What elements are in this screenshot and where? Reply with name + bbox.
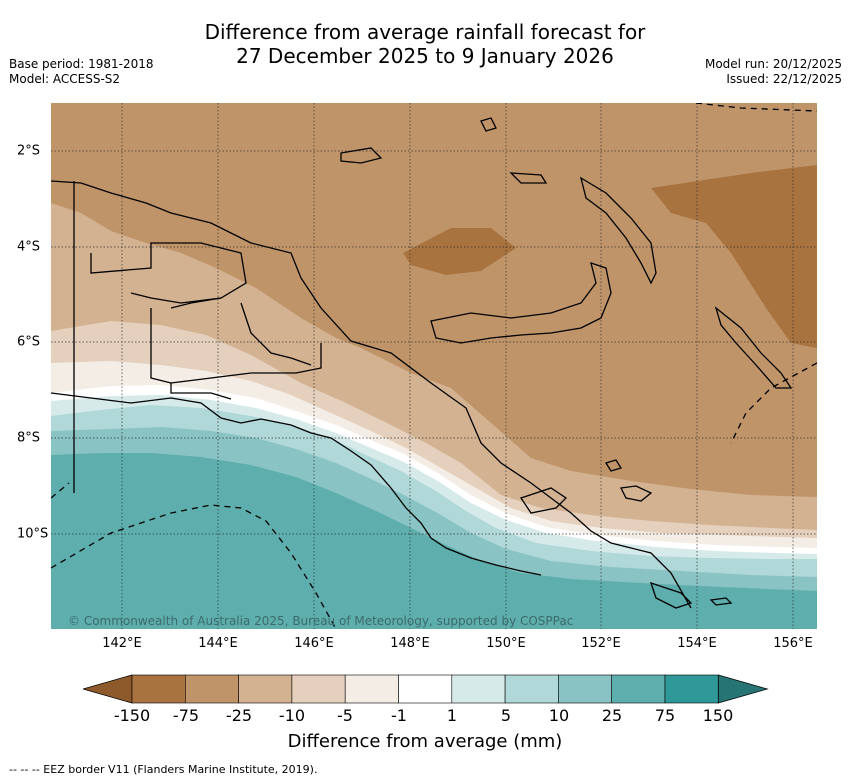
cb-label-8: 5 <box>500 706 512 725</box>
x-tick-148e: 148°E <box>390 636 430 651</box>
cb-label-5: -5 <box>337 706 353 725</box>
colorbar-cell <box>185 674 239 704</box>
issued-date: Issued: 22/12/2025 <box>726 72 842 86</box>
credit-text: © Commonwealth of Australia 2025, Bureau… <box>68 614 574 628</box>
meta-left: Base period: 1981-2018 Model: ACCESS-S2 <box>9 57 154 87</box>
y-tick-8s: 8°S <box>17 430 41 446</box>
x-tick-154e: 154°E <box>677 636 717 651</box>
colorbar-cell <box>504 674 559 704</box>
colorbar-title: Difference from average (mm) <box>287 731 563 752</box>
colorbar-cell <box>451 674 506 704</box>
x-tick-142e: 142°E <box>102 636 142 651</box>
colorbar <box>83 674 769 704</box>
title-line-1: Difference from average rainfall forecas… <box>204 20 646 44</box>
y-tick-10s: 10°S <box>17 526 49 542</box>
gridlines <box>51 103 817 629</box>
band-minus-75-central <box>403 228 516 275</box>
coastlines <box>51 117 793 609</box>
cb-label-6: -1 <box>391 706 407 725</box>
colorbar-cell <box>344 674 399 704</box>
cb-label-1: -150 <box>113 706 151 725</box>
colorbar-cell <box>558 674 612 704</box>
colorbar-extend-high <box>717 674 769 704</box>
base-period: Base period: 1981-2018 <box>9 57 154 71</box>
colorbar-cell <box>238 674 293 704</box>
colorbar-extend-low <box>83 674 133 704</box>
cb-label-10: 25 <box>601 706 623 725</box>
colorbar-cell <box>398 674 453 704</box>
colorbar-cell <box>611 674 666 704</box>
band-minus-75-east <box>651 165 817 348</box>
rainfall-map <box>51 103 817 629</box>
cb-label-2: -75 <box>172 706 200 725</box>
map-title: Difference from average rainfall forecas… <box>0 20 850 68</box>
eez-legend: -- -- -- EEZ border V11 (Flanders Marine… <box>9 763 318 776</box>
cb-label-12: 150 <box>702 706 734 725</box>
cb-label-7: 1 <box>446 706 458 725</box>
x-tick-144e: 144°E <box>198 636 238 651</box>
band-plus-75 <box>51 453 817 629</box>
y-tick-6s: 6°S <box>17 334 41 350</box>
eez-border <box>51 103 817 629</box>
x-tick-150e: 150°E <box>486 636 526 651</box>
meta-right: Model run: 20/12/2025 Issued: 22/12/2025 <box>705 57 842 87</box>
x-tick-152e: 152°E <box>581 636 621 651</box>
model-name: Model: ACCESS-S2 <box>9 72 121 86</box>
cb-label-4: -10 <box>278 706 306 725</box>
cb-label-11: 75 <box>654 706 676 725</box>
x-tick-156e: 156°E <box>773 636 813 651</box>
colorbar-cell <box>131 674 186 704</box>
model-run: Model run: 20/12/2025 <box>704 57 842 71</box>
cb-label-9: 10 <box>548 706 570 725</box>
colorbar-cell <box>664 674 719 704</box>
colorbar-cell <box>291 674 346 704</box>
x-tick-146e: 146°E <box>294 636 334 651</box>
y-tick-2s: 2°S <box>17 143 41 159</box>
y-tick-4s: 4°S <box>17 239 41 255</box>
cb-label-3: -25 <box>225 706 253 725</box>
title-line-2: 27 December 2025 to 9 January 2026 <box>236 44 614 68</box>
